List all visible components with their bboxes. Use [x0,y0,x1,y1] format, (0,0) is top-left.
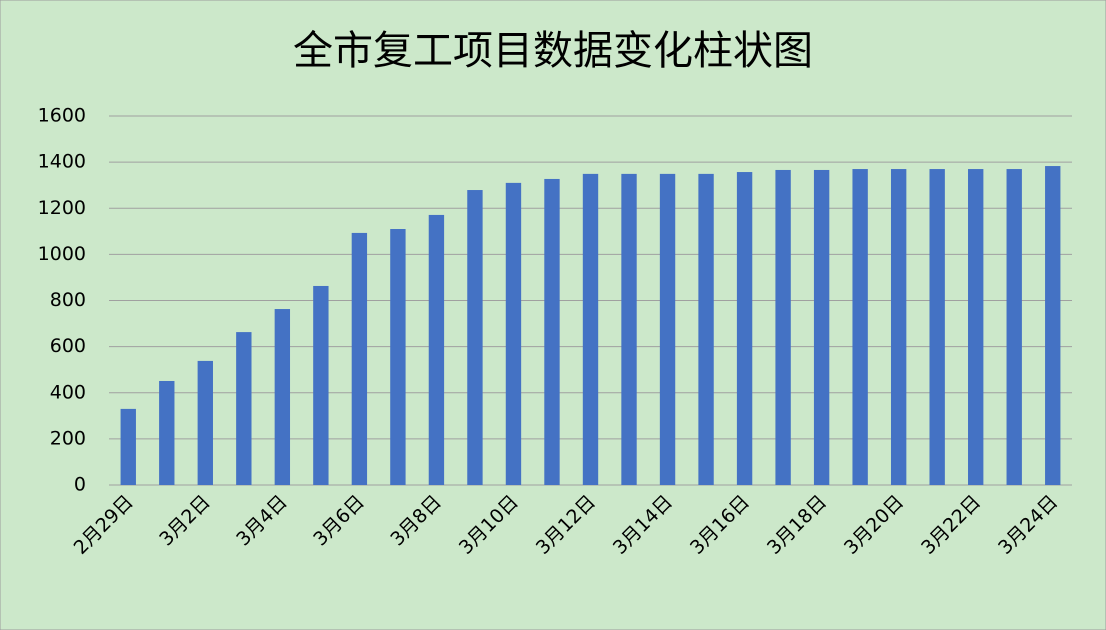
bar [659,173,676,485]
bar [1006,169,1022,485]
bar [698,173,714,485]
bar [890,169,907,485]
y-tick-label: 600 [50,335,86,357]
bar [582,173,599,485]
bar [968,169,984,485]
chart-title: 全市复工项目数据变化柱状图 [293,28,813,74]
bar [467,190,483,485]
bar [428,214,445,486]
bar [544,178,560,485]
bar [852,169,868,485]
y-tick-label: 1000 [38,243,86,265]
bar [505,182,522,485]
y-tick-label: 1400 [38,151,86,173]
y-tick-label: 200 [50,427,86,449]
bar [120,408,136,485]
bar [236,332,252,485]
bar [813,169,830,485]
bar [197,360,213,485]
y-tick-label: 1600 [38,105,86,127]
bar [736,172,753,485]
y-tick-label: 0 [74,474,86,496]
y-tick-label: 800 [50,289,86,311]
bar [159,380,175,485]
bar [621,173,637,485]
bar [929,169,945,485]
y-tick-label: 400 [50,381,86,403]
bar [274,309,291,485]
bar [390,229,406,485]
bar [1045,166,1061,485]
bar [775,169,791,485]
bar [351,232,368,485]
bar [313,285,329,485]
y-tick-label: 1200 [38,197,86,219]
